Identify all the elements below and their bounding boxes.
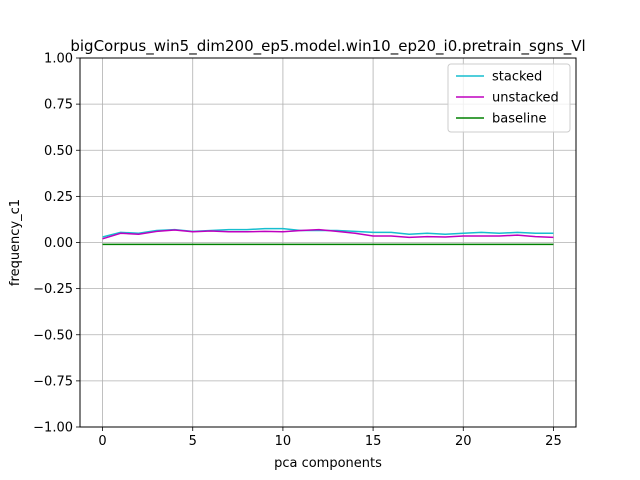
legend-box <box>447 63 571 133</box>
y-tick-label: 0.75 <box>44 98 73 113</box>
x-tick-label: 0 <box>98 434 106 449</box>
y-tick-label: −1.00 <box>33 421 73 436</box>
x-axis-label: pca components <box>274 456 382 471</box>
series-line-unstacked <box>102 228 554 240</box>
legend-label-unstacked: unstacked <box>492 91 559 106</box>
y-tick-label: 0.25 <box>44 190 73 205</box>
y-tick-label: 0.50 <box>44 144 73 159</box>
x-tick-label: 5 <box>189 434 197 449</box>
x-tick-label: 15 <box>365 434 382 449</box>
legend: stacked unstacked baseline <box>447 63 571 133</box>
y-tick-label: −0.25 <box>33 282 73 297</box>
chart-title: bigCorpus_win5_dim200_ep5.model.win10_ep… <box>70 37 585 56</box>
y-axis-label: frequency_c1 <box>8 199 23 286</box>
x-tick-label: 20 <box>455 434 472 449</box>
y-tick-label: −0.75 <box>33 374 73 389</box>
x-tick-label: 25 <box>545 434 562 449</box>
y-tick-label: −0.50 <box>33 328 73 343</box>
y-axis-ticks: −1.00 −0.75 −0.50 −0.25 0.00 0.25 0.50 0.75 1.00 <box>33 52 80 436</box>
series-lines <box>102 227 554 246</box>
y-tick-label: 0.00 <box>44 236 73 251</box>
legend-label-stacked: stacked <box>492 70 542 85</box>
legend-label-baseline: baseline <box>492 112 546 127</box>
x-axis-ticks: 0 5 10 15 20 25 <box>98 427 562 449</box>
y-tick-label: 1.00 <box>44 52 73 67</box>
x-tick-label: 10 <box>275 434 292 449</box>
